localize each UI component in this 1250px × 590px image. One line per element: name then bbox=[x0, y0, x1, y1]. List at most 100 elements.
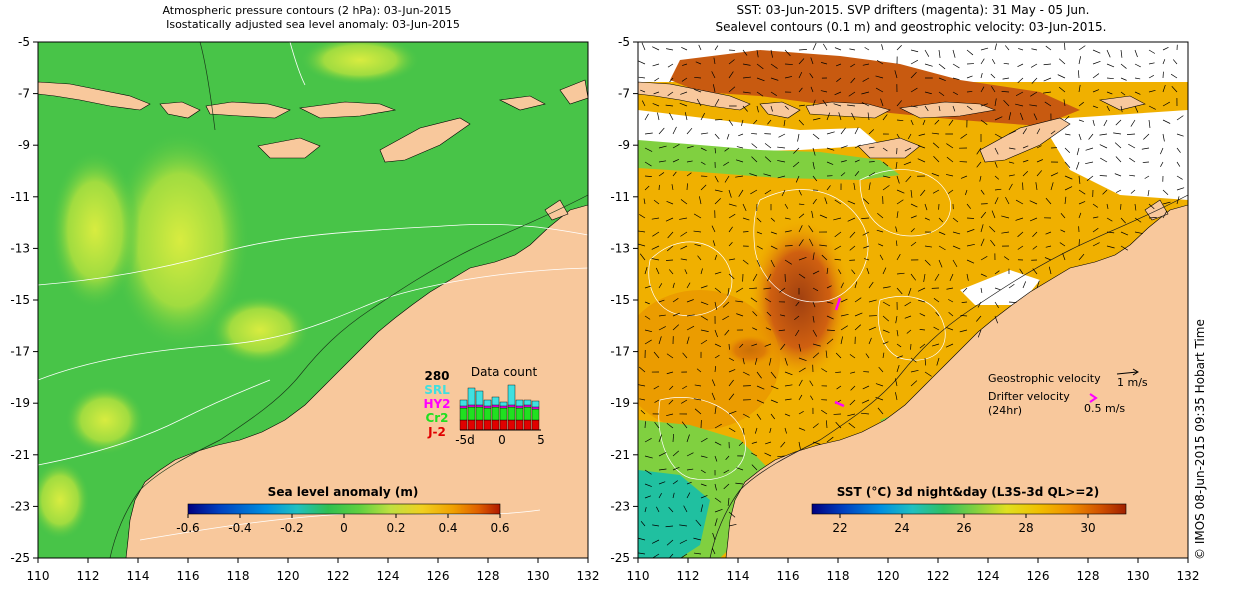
velocity-arrow bbox=[742, 63, 751, 66]
velocity-arrow bbox=[989, 226, 996, 233]
velocity-arrow bbox=[672, 144, 680, 149]
velocity-arrow bbox=[808, 225, 814, 233]
velocity-arrow bbox=[1106, 63, 1115, 68]
velocity-arrow bbox=[644, 329, 653, 333]
velocity-arrow bbox=[960, 315, 968, 317]
velocity-arrow bbox=[838, 112, 842, 121]
drifter-track bbox=[834, 400, 845, 408]
velocity-arrow bbox=[838, 269, 842, 275]
velocity-arrow bbox=[686, 481, 692, 485]
velocity-arrow bbox=[812, 315, 815, 323]
velocity-arrow bbox=[1022, 281, 1027, 289]
drifter-period-label: (24hr) bbox=[988, 404, 1022, 417]
velocity-arrow bbox=[847, 104, 856, 107]
left-shelf-contour bbox=[109, 194, 588, 558]
velocity-arrow bbox=[770, 231, 777, 235]
velocity-arrow bbox=[895, 315, 898, 324]
velocity-arrow bbox=[644, 132, 653, 135]
velocity-arrow bbox=[728, 119, 734, 126]
velocity-arrow bbox=[652, 231, 660, 237]
velocity-arrow bbox=[798, 427, 806, 431]
y-tick-label: -17 bbox=[10, 345, 30, 359]
velocity-arrow bbox=[952, 217, 959, 223]
y-tick-label: -15 bbox=[610, 293, 630, 307]
velocity-arrow bbox=[658, 434, 662, 443]
velocity-arrow bbox=[644, 147, 653, 152]
velocity-arrow bbox=[1162, 133, 1165, 142]
velocity-arrow bbox=[750, 297, 758, 303]
velocity-arrow bbox=[840, 160, 847, 163]
velocity-arrow bbox=[1059, 242, 1066, 247]
velocity-arrow bbox=[794, 315, 800, 321]
velocity-arrow bbox=[672, 492, 675, 499]
left-anomaly-patch bbox=[38, 460, 90, 540]
velocity-arrow bbox=[681, 399, 688, 404]
velocity-arrow bbox=[924, 217, 930, 221]
velocity-arrow bbox=[896, 44, 902, 51]
velocity-arrow bbox=[698, 44, 702, 51]
velocity-arrow bbox=[671, 184, 674, 191]
velocity-arrow bbox=[812, 329, 818, 337]
velocity-arrow bbox=[742, 231, 749, 233]
velocity-arrow bbox=[1043, 91, 1052, 94]
data-count-bar-segment bbox=[491, 404, 500, 408]
velocity-arrow bbox=[812, 252, 815, 261]
velocity-arrow bbox=[765, 441, 772, 445]
velocity-arrow bbox=[849, 245, 856, 251]
velocity-arrow bbox=[764, 343, 772, 347]
velocity-arrow bbox=[777, 455, 786, 458]
velocity-arrow bbox=[780, 343, 786, 350]
velocity-arrow bbox=[980, 47, 989, 51]
velocity-arrow bbox=[681, 421, 688, 429]
velocity-arrow bbox=[638, 537, 646, 541]
velocity-arrow bbox=[980, 256, 988, 261]
velocity-arrow bbox=[658, 127, 665, 135]
velocity-arrow bbox=[932, 142, 940, 149]
velocity-arrow bbox=[1064, 147, 1071, 153]
velocity-arrow bbox=[1092, 61, 1101, 65]
velocity-arrow bbox=[826, 315, 834, 320]
velocity-arrow bbox=[652, 103, 660, 107]
velocity-arrow bbox=[866, 267, 870, 275]
velocity-arrow bbox=[826, 301, 834, 304]
velocity-arrow bbox=[666, 371, 674, 375]
velocity-arrow bbox=[696, 368, 702, 373]
velocity-arrow bbox=[810, 57, 814, 65]
velocity-arrow bbox=[1032, 245, 1038, 250]
velocity-arrow bbox=[980, 86, 985, 93]
velocity-arrow bbox=[1144, 175, 1150, 179]
geostrophic-scale-arrowhead bbox=[1132, 368, 1139, 376]
velocity-arrow bbox=[994, 43, 997, 51]
velocity-arrow bbox=[882, 341, 889, 345]
velocity-arrow bbox=[784, 371, 793, 376]
left-java-island bbox=[38, 81, 151, 111]
velocity-arrow bbox=[656, 506, 660, 513]
velocity-arrow bbox=[695, 519, 702, 527]
velocity-arrow bbox=[840, 172, 846, 177]
velocity-arrow bbox=[1022, 159, 1029, 163]
velocity-arrow bbox=[976, 315, 982, 322]
velocity-arrow bbox=[1078, 201, 1086, 205]
velocity-arrow bbox=[821, 368, 828, 373]
velocity-arrow bbox=[784, 357, 788, 366]
velocity-arrow bbox=[923, 273, 926, 282]
velocity-arrow bbox=[763, 173, 772, 177]
velocity-arrow bbox=[798, 58, 805, 65]
velocity-arrow bbox=[666, 48, 674, 51]
velocity-arrow bbox=[700, 455, 708, 458]
velocity-arrow bbox=[910, 59, 919, 65]
velocity-arrow bbox=[1078, 119, 1085, 122]
data-count-bar-segment bbox=[467, 406, 476, 421]
left-pressure-contour bbox=[139, 509, 541, 541]
velocity-arrow bbox=[1030, 91, 1038, 97]
velocity-arrow bbox=[977, 301, 982, 308]
velocity-arrow bbox=[1171, 86, 1178, 93]
velocity-arrow bbox=[638, 366, 646, 373]
velocity-arrow bbox=[657, 112, 660, 121]
velocity-arrow bbox=[896, 287, 903, 295]
velocity-arrow bbox=[1092, 119, 1095, 126]
velocity-arrow bbox=[876, 229, 884, 233]
velocity-arrow bbox=[1076, 147, 1080, 156]
velocity-arrow bbox=[1022, 145, 1029, 149]
velocity-arrow bbox=[1064, 196, 1067, 205]
